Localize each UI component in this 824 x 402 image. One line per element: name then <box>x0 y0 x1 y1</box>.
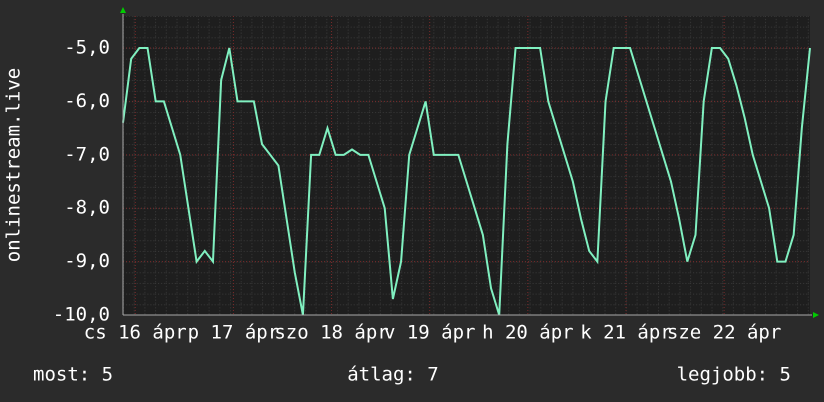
y-tick-label: -5,0 <box>64 37 110 59</box>
plot <box>122 47 811 316</box>
y-axis-label: onlinestream.live <box>3 68 25 262</box>
y-tick-label: -9,0 <box>64 250 110 272</box>
x-arrow <box>813 312 819 318</box>
x-tick-label: szo 18 ápr <box>274 322 388 344</box>
y-tick-label: -7,0 <box>64 143 110 165</box>
legend-item: legjobb: 5 <box>677 364 791 386</box>
data-line <box>122 47 811 316</box>
y-tick-label: -8,0 <box>64 197 110 219</box>
legend-item: átlag: 7 <box>347 364 439 386</box>
x-tick-label: sze 22 ápr <box>667 322 781 344</box>
legend-item: most: 5 <box>33 364 113 386</box>
x-tick-label: h 20 ápr <box>482 322 574 344</box>
x-tick-label: p 17 ápr <box>188 322 280 344</box>
y-tick-label: -6,0 <box>64 90 110 112</box>
y-arrow <box>120 7 126 13</box>
x-tick-label: v 19 ápr <box>384 322 476 344</box>
x-tick-label: k 21 ápr <box>580 322 672 344</box>
y-tick-label: -10,0 <box>53 304 110 326</box>
minor-grid <box>123 16 810 315</box>
x-tick-label: cs 16 ápr <box>84 322 187 344</box>
